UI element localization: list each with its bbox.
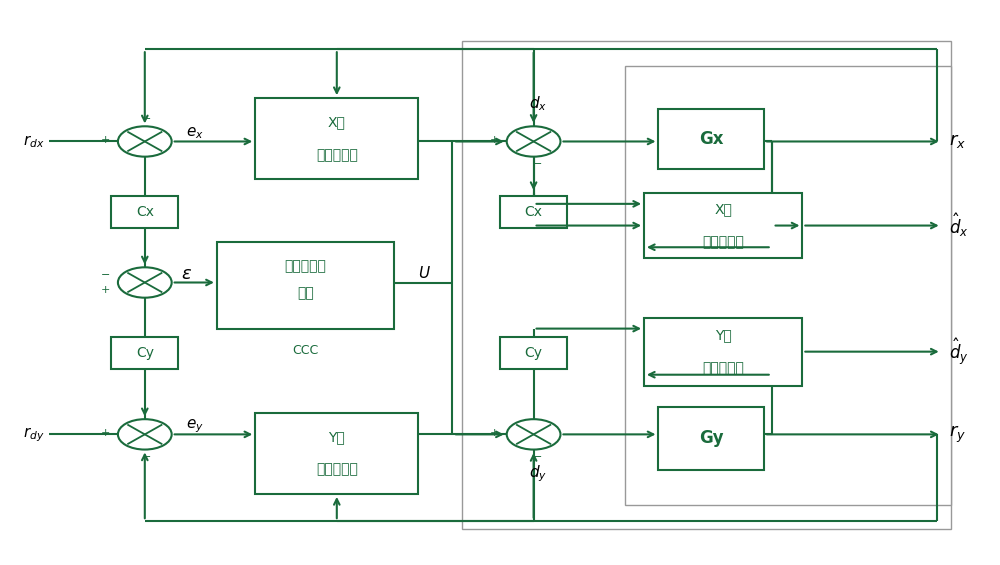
Text: 滑模控制器: 滑模控制器 bbox=[316, 463, 358, 477]
Text: X轴: X轴 bbox=[714, 202, 732, 216]
FancyBboxPatch shape bbox=[111, 337, 178, 370]
Text: 干扰观测器: 干扰观测器 bbox=[702, 361, 744, 375]
Text: Y轴: Y轴 bbox=[715, 328, 732, 342]
Text: Cx: Cx bbox=[136, 205, 154, 219]
Text: Gx: Gx bbox=[699, 130, 723, 148]
FancyBboxPatch shape bbox=[462, 41, 951, 529]
Text: X轴: X轴 bbox=[328, 115, 346, 129]
Text: +: + bbox=[490, 135, 499, 145]
FancyBboxPatch shape bbox=[644, 193, 802, 258]
Text: $e_x$: $e_x$ bbox=[186, 125, 204, 141]
Text: −: − bbox=[142, 114, 151, 124]
Circle shape bbox=[118, 267, 172, 298]
FancyBboxPatch shape bbox=[255, 412, 418, 494]
Circle shape bbox=[118, 127, 172, 157]
Text: +: + bbox=[101, 428, 110, 438]
FancyBboxPatch shape bbox=[658, 407, 764, 470]
Text: $\varepsilon$: $\varepsilon$ bbox=[181, 266, 192, 284]
FancyBboxPatch shape bbox=[658, 109, 764, 168]
FancyBboxPatch shape bbox=[255, 98, 418, 180]
Text: +: + bbox=[490, 428, 499, 438]
Text: $r_{dx}$: $r_{dx}$ bbox=[23, 133, 44, 150]
Text: 滑模控制器: 滑模控制器 bbox=[316, 148, 358, 162]
Text: −: − bbox=[101, 270, 110, 280]
Text: Cy: Cy bbox=[136, 346, 154, 360]
Circle shape bbox=[507, 419, 560, 450]
Circle shape bbox=[118, 419, 172, 450]
Text: −: − bbox=[533, 451, 542, 462]
Text: $\hat{d}_x$: $\hat{d}_x$ bbox=[949, 212, 969, 240]
FancyBboxPatch shape bbox=[625, 66, 951, 505]
FancyBboxPatch shape bbox=[500, 195, 567, 228]
FancyBboxPatch shape bbox=[217, 242, 394, 329]
Text: $d_x$: $d_x$ bbox=[529, 94, 547, 113]
Text: +: + bbox=[101, 135, 110, 145]
Text: $r_{dy}$: $r_{dy}$ bbox=[23, 425, 44, 444]
FancyBboxPatch shape bbox=[111, 195, 178, 228]
Text: −: − bbox=[142, 451, 151, 462]
Text: −: − bbox=[533, 159, 542, 169]
Text: 干扰观测器: 干扰观测器 bbox=[702, 235, 744, 249]
Text: $e_y$: $e_y$ bbox=[186, 418, 204, 435]
Text: 交叉耦合控: 交叉耦合控 bbox=[285, 259, 327, 273]
Text: Cy: Cy bbox=[525, 346, 543, 360]
Text: $r_y$: $r_y$ bbox=[949, 424, 966, 445]
Text: $U$: $U$ bbox=[418, 265, 431, 281]
Text: +: + bbox=[101, 285, 110, 295]
Text: Cx: Cx bbox=[525, 205, 543, 219]
FancyBboxPatch shape bbox=[644, 318, 802, 385]
Text: $r_x$: $r_x$ bbox=[949, 132, 966, 150]
Circle shape bbox=[507, 127, 560, 157]
FancyBboxPatch shape bbox=[500, 337, 567, 370]
Text: CCC: CCC bbox=[292, 344, 319, 357]
Text: Gy: Gy bbox=[699, 429, 724, 447]
Text: $\hat{d}_y$: $\hat{d}_y$ bbox=[949, 336, 969, 367]
Text: Y轴: Y轴 bbox=[328, 430, 345, 444]
Text: $d_y$: $d_y$ bbox=[529, 463, 547, 484]
Text: 制器: 制器 bbox=[297, 286, 314, 301]
